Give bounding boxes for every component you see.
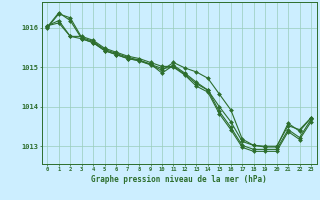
X-axis label: Graphe pression niveau de la mer (hPa): Graphe pression niveau de la mer (hPa) <box>91 175 267 184</box>
